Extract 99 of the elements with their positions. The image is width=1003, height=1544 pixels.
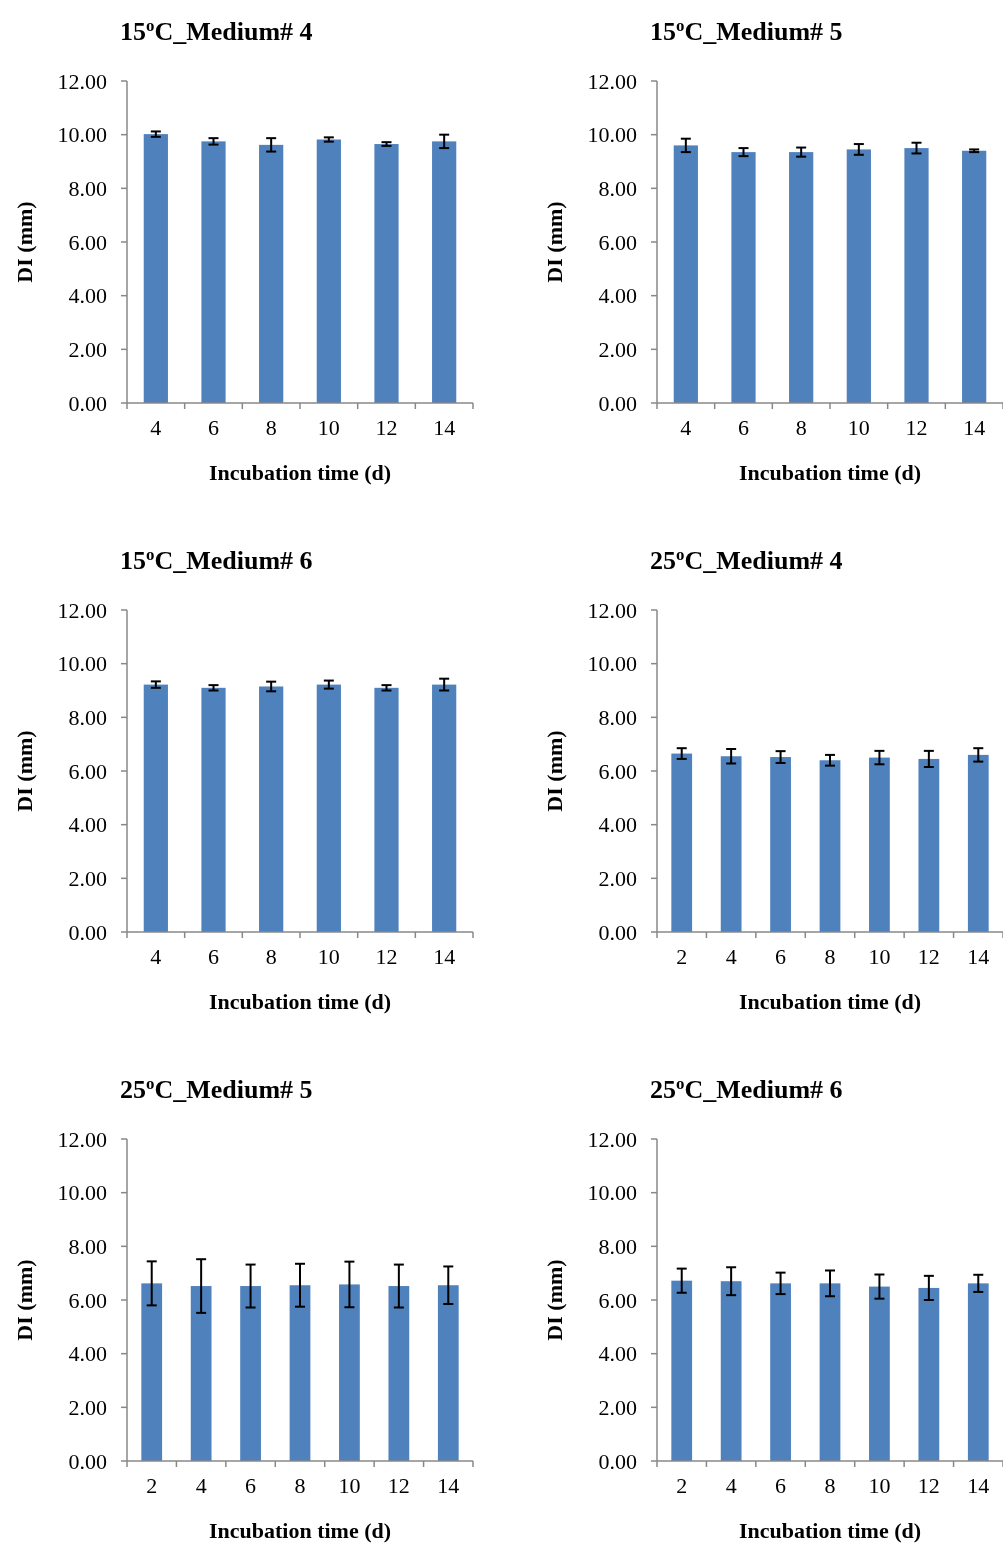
y-tick-label: 0.00 — [68, 390, 107, 416]
y-tick-label: 2.00 — [68, 1395, 107, 1421]
x-tick-label: 12 — [905, 415, 928, 440]
y-tick-label: 0.00 — [68, 919, 107, 945]
chart-title: 15$^{o}$C_Medium# 4 — [120, 15, 313, 46]
x-tick-label: 8 — [265, 415, 277, 440]
x-tick-label: 4 — [150, 944, 162, 969]
x-tick-label: 8 — [824, 944, 836, 969]
y-tick-label: 2.00 — [68, 337, 107, 363]
x-tick-label: 12 — [917, 944, 940, 969]
y-tick-label: 4.00 — [68, 283, 107, 309]
y-tick-label: 0.00 — [598, 919, 637, 945]
x-tick-label: 14 — [967, 944, 990, 969]
y-tick-label: 0.00 — [68, 1448, 107, 1474]
x-tick-label: 12 — [387, 1473, 410, 1498]
x-tick-label: 8 — [824, 1473, 836, 1498]
x-tick-label: 10 — [317, 944, 340, 969]
x-tick-label: 12 — [917, 1473, 940, 1498]
x-tick-label: 4 — [680, 415, 692, 440]
y-tick-label: 12.00 — [57, 68, 107, 94]
y-tick-label: 6.00 — [68, 229, 107, 255]
y-tick-label: 10.00 — [57, 651, 107, 677]
y-tick-label: 6.00 — [68, 1287, 107, 1313]
y-axis-title: DI (mm) — [12, 201, 37, 283]
y-tick-label: 10.00 — [587, 122, 637, 148]
y-tick-label: 2.00 — [598, 337, 637, 363]
y-tick-label: 4.00 — [68, 1341, 107, 1367]
y-tick-label: 8.00 — [598, 176, 637, 202]
x-tick-label: 14 — [433, 415, 456, 440]
chart-title: 15$^{o}$C_Medium# 5 — [650, 15, 843, 46]
x-tick-label: 4 — [150, 415, 162, 440]
x-tick-label: 4 — [725, 1473, 737, 1498]
chart-title: 25$^{o}$C_Medium# 6 — [650, 1073, 843, 1104]
x-tick-label: 10 — [847, 415, 870, 440]
y-tick-label: 2.00 — [598, 1395, 637, 1421]
x-tick-label: 6 — [775, 1473, 787, 1498]
x-tick-label: 6 — [208, 415, 219, 440]
y-tick-label: 4.00 — [598, 283, 637, 309]
y-tick-label: 10.00 — [587, 651, 637, 677]
x-tick-label: 8 — [795, 415, 807, 440]
y-tick-label: 12.00 — [587, 68, 637, 94]
y-tick-label: 6.00 — [68, 758, 107, 784]
y-tick-label: 12.00 — [57, 1126, 107, 1152]
x-axis-title: Incubation time (d) — [738, 460, 922, 485]
x-tick-label: 6 — [208, 944, 219, 969]
y-tick-label: 12.00 — [587, 597, 637, 623]
y-axis-title: DI (mm) — [12, 730, 37, 812]
x-tick-label: 14 — [963, 415, 986, 440]
x-tick-label: 10 — [868, 944, 891, 969]
x-tick-label: 6 — [775, 944, 787, 969]
y-tick-label: 6.00 — [598, 1287, 637, 1313]
x-tick-label: 2 — [676, 1473, 688, 1498]
x-axis-title: Incubation time (d) — [738, 989, 922, 1014]
x-tick-label: 10 — [338, 1473, 361, 1498]
x-tick-label: 4 — [725, 944, 737, 969]
y-tick-label: 10.00 — [587, 1180, 637, 1206]
x-axis-title: Incubation time (d) — [208, 989, 392, 1014]
x-tick-label: 2 — [146, 1473, 158, 1498]
x-tick-label: 14 — [437, 1473, 460, 1498]
x-axis-title: Incubation time (d) — [738, 1518, 922, 1543]
x-tick-label: 8 — [294, 1473, 306, 1498]
y-tick-label: 0.00 — [598, 1448, 637, 1474]
y-tick-label: 4.00 — [68, 812, 107, 838]
x-tick-label: 12 — [375, 944, 398, 969]
y-tick-label: 4.00 — [598, 812, 637, 838]
y-tick-label: 10.00 — [57, 1180, 107, 1206]
x-axis-title: Incubation time (d) — [208, 1518, 392, 1543]
y-tick-label: 8.00 — [598, 1234, 637, 1260]
y-tick-label: 6.00 — [598, 229, 637, 255]
y-tick-label: 2.00 — [68, 866, 107, 892]
y-tick-label: 2.00 — [598, 866, 637, 892]
y-tick-label: 8.00 — [68, 1234, 107, 1260]
x-tick-label: 14 — [967, 1473, 990, 1498]
y-tick-label: 8.00 — [598, 705, 637, 731]
y-tick-label: 0.00 — [598, 390, 637, 416]
x-tick-label: 10 — [868, 1473, 891, 1498]
y-axis-title: DI (mm) — [542, 201, 567, 283]
x-tick-label: 6 — [738, 415, 749, 440]
y-axis-title: DI (mm) — [12, 1259, 37, 1341]
x-tick-label: 6 — [245, 1473, 257, 1498]
x-tick-label: 12 — [375, 415, 398, 440]
y-tick-label: 10.00 — [57, 122, 107, 148]
x-tick-label: 4 — [195, 1473, 207, 1498]
x-tick-label: 2 — [676, 944, 688, 969]
y-tick-label: 4.00 — [598, 1341, 637, 1367]
chart-title: 25$^{o}$C_Medium# 4 — [650, 544, 843, 575]
y-axis-title: DI (mm) — [542, 730, 567, 812]
chart-title: 15$^{o}$C_Medium# 6 — [120, 544, 313, 575]
x-tick-label: 10 — [317, 415, 340, 440]
y-tick-label: 6.00 — [598, 758, 637, 784]
x-tick-label: 14 — [433, 944, 456, 969]
y-axis-title: DI (mm) — [542, 1259, 567, 1341]
y-tick-label: 12.00 — [57, 597, 107, 623]
chart-title: 25$^{o}$C_Medium# 5 — [120, 1073, 313, 1104]
y-tick-label: 8.00 — [68, 176, 107, 202]
y-tick-label: 8.00 — [68, 705, 107, 731]
x-tick-label: 8 — [265, 944, 277, 969]
y-tick-label: 12.00 — [587, 1126, 637, 1152]
x-axis-title: Incubation time (d) — [208, 460, 392, 485]
